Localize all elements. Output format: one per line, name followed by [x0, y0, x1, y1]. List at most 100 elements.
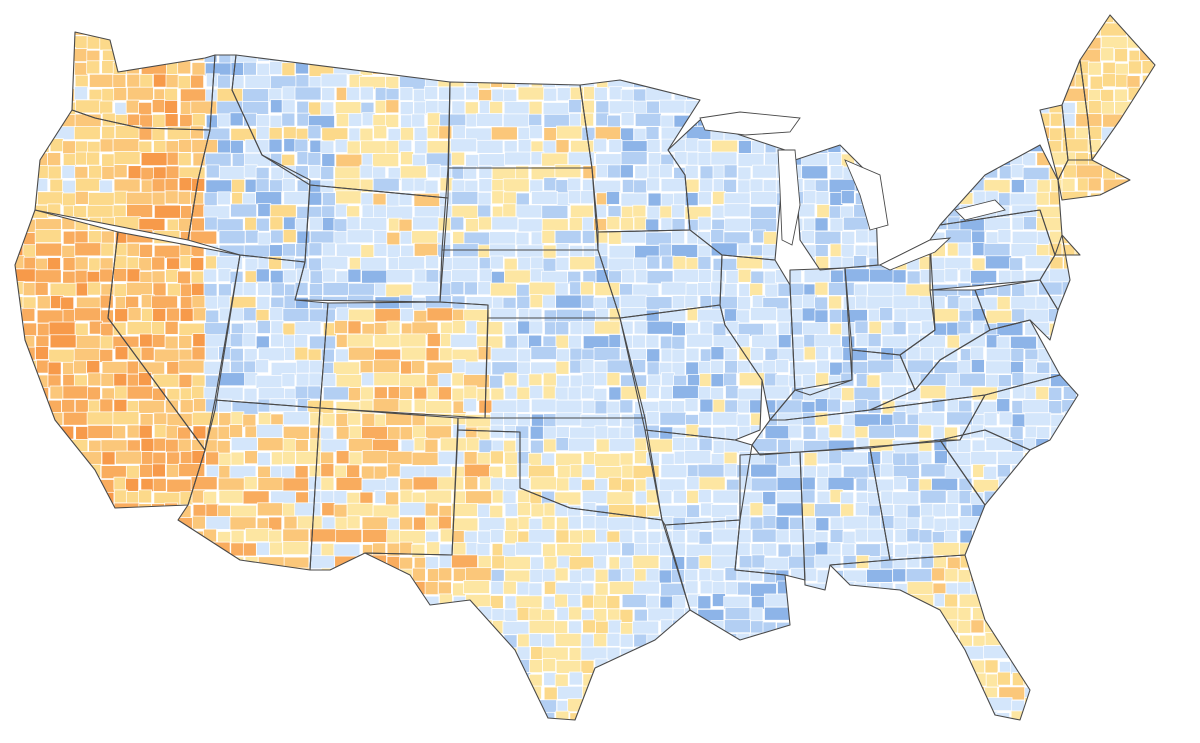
county-cell — [1140, 268, 1155, 283]
county-cell — [607, 21, 622, 36]
county-cell — [73, 515, 101, 530]
county-cell — [164, 321, 179, 335]
county-cell — [567, 190, 582, 205]
county-cell — [1139, 671, 1155, 686]
county-cell — [671, 698, 698, 713]
county-cell — [580, 633, 595, 648]
county-cell — [166, 15, 181, 23]
county-cell — [284, 645, 298, 660]
county-cell — [698, 61, 725, 76]
county-cell — [164, 113, 179, 128]
county-cell — [504, 724, 517, 737]
county-cell — [880, 490, 895, 505]
county-cell — [1049, 35, 1077, 50]
county-cell — [568, 48, 595, 63]
county-cell — [464, 101, 479, 116]
county-cell — [621, 660, 649, 675]
county-cell — [112, 204, 127, 219]
county-cell — [295, 372, 310, 387]
county-cell — [49, 619, 64, 634]
county-cell — [750, 347, 764, 361]
county-cell — [541, 633, 555, 648]
county-cell — [919, 347, 934, 361]
county-cell — [450, 47, 464, 62]
county-cell — [386, 582, 401, 597]
county-cell — [177, 60, 192, 75]
county-cell — [751, 659, 765, 674]
county-cell — [543, 87, 558, 102]
county-cell — [672, 595, 686, 609]
county-cell — [87, 15, 102, 24]
county-cell — [426, 632, 453, 647]
county-cell — [1126, 204, 1141, 218]
county-cell — [1076, 101, 1090, 115]
county-cell — [932, 712, 947, 720]
county-cell — [725, 61, 740, 76]
county-cell — [868, 320, 883, 335]
county-cell — [594, 255, 609, 270]
county-cell — [335, 153, 363, 168]
county-cell — [36, 478, 64, 492]
county-cell — [672, 646, 687, 661]
county-cell — [893, 386, 907, 401]
county-cell — [724, 581, 739, 595]
county-cell — [528, 711, 556, 720]
county-cell — [802, 411, 816, 426]
county-cell — [1036, 87, 1064, 102]
county-cell — [1009, 127, 1024, 142]
county-cell — [789, 125, 817, 140]
county-cell — [99, 349, 114, 363]
county-cell — [1153, 489, 1155, 504]
county-cell — [880, 372, 908, 387]
county-cell — [1127, 127, 1141, 142]
county-cell — [543, 309, 558, 324]
county-cell — [1152, 685, 1155, 699]
county-cell — [256, 23, 270, 38]
county-cell — [816, 426, 831, 441]
county-cell — [126, 204, 153, 218]
county-cell — [335, 190, 363, 205]
county-cell — [230, 360, 244, 375]
county-cell — [827, 542, 842, 557]
county-cell — [113, 255, 128, 270]
county-cell — [35, 724, 48, 737]
county-cell — [1022, 167, 1050, 181]
county-cell — [190, 257, 205, 271]
county-cell — [711, 658, 726, 673]
county-cell — [191, 684, 206, 698]
county-cell — [244, 556, 259, 570]
county-cell — [632, 204, 647, 219]
county-cell — [23, 542, 38, 556]
county-cell — [957, 75, 985, 89]
county-cell — [37, 595, 51, 610]
county-cell — [257, 35, 271, 50]
county-cell — [73, 360, 87, 375]
county-cell — [35, 504, 50, 518]
county-cell — [751, 646, 766, 661]
county-cell — [815, 372, 830, 387]
county-cell — [86, 204, 114, 219]
county-cell — [697, 386, 712, 401]
county-cell — [22, 724, 35, 737]
county-cell — [725, 385, 739, 400]
county-cell — [283, 126, 297, 141]
county-cell — [140, 167, 155, 181]
county-cell — [516, 684, 531, 699]
county-cell — [49, 334, 77, 349]
county-cell — [217, 711, 231, 720]
county-cell — [1010, 151, 1025, 166]
county-cell — [152, 308, 167, 322]
county-cell — [658, 569, 673, 584]
county-cell — [62, 374, 77, 388]
county-cell — [971, 230, 986, 245]
county-cell — [413, 268, 428, 283]
county-cell — [438, 581, 452, 596]
county-cell — [567, 151, 595, 166]
county-cell — [49, 437, 64, 452]
county-cell — [218, 398, 232, 413]
county-cell — [1102, 685, 1117, 700]
county-cell — [245, 229, 259, 244]
county-cell — [594, 400, 609, 415]
county-cell — [1127, 426, 1142, 441]
county-cell — [749, 516, 764, 531]
